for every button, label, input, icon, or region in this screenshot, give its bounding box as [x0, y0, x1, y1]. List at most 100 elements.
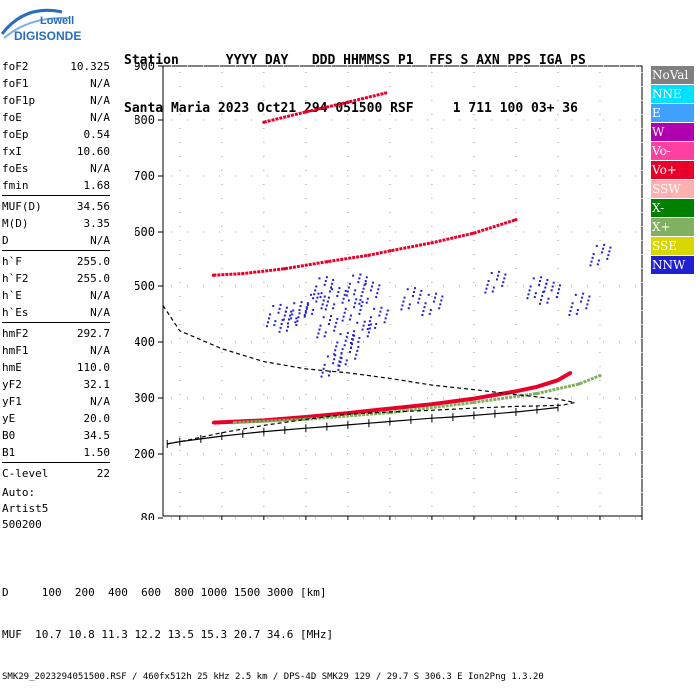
- trace-point: [417, 301, 420, 304]
- legend-item: NoVal: [651, 66, 694, 84]
- trace-point: [587, 299, 590, 302]
- trace-point: [551, 285, 554, 288]
- trace-point: [603, 243, 606, 246]
- trace-point: [402, 300, 405, 303]
- ionogram-plot: 1234567891011128020030040050060070080090…: [135, 62, 643, 520]
- param-value: 34.5: [83, 429, 111, 442]
- trace-point: [289, 314, 292, 317]
- trace-point: [320, 375, 323, 378]
- trace-point: [347, 299, 350, 302]
- param-row: M(D) 3.35: [2, 215, 110, 232]
- trace-point: [351, 338, 354, 341]
- trace-point: [211, 421, 216, 425]
- param-name: fmin: [2, 179, 29, 192]
- param-row: hmF2 292.7: [2, 325, 110, 342]
- trace-point: [278, 330, 281, 333]
- trace-point: [418, 297, 421, 300]
- trace-point: [357, 340, 360, 343]
- legend-item: Vo+: [651, 161, 694, 179]
- trace-point: [354, 302, 357, 305]
- trace-point: [328, 370, 331, 373]
- trace-point: [272, 305, 275, 308]
- y-tick-label: 700: [135, 169, 155, 183]
- legend-item: SSW: [651, 180, 694, 198]
- param-row: D N/A: [2, 232, 110, 249]
- y-tick-label: 200: [135, 447, 155, 461]
- trace-point: [327, 374, 330, 377]
- param-name: C-level: [2, 467, 49, 480]
- trace-point: [401, 304, 404, 307]
- trace-point: [279, 326, 282, 329]
- trace-point: [326, 300, 329, 303]
- trace-point: [290, 310, 293, 313]
- trace-point: [346, 331, 349, 334]
- trace-point: [297, 316, 300, 319]
- trace-point: [540, 298, 543, 301]
- trace-point: [322, 367, 325, 370]
- trace-point: [543, 290, 546, 293]
- trace-point: [336, 294, 339, 297]
- param-value: N/A: [90, 306, 110, 319]
- trace-point: [422, 310, 425, 313]
- param-value: 255.0: [76, 255, 110, 268]
- y-tick-label: 400: [135, 335, 155, 349]
- footer-muf-row: MUF 10.7 10.8 11.3 12.2 13.5 15.3 20.7 3…: [2, 628, 334, 641]
- param-name: h`Es: [2, 306, 29, 319]
- trace-point: [363, 320, 366, 323]
- trace-point: [355, 298, 358, 301]
- trace-point: [485, 287, 488, 290]
- trace-point: [305, 306, 308, 309]
- trace-point: [385, 313, 388, 316]
- trace-point: [544, 286, 547, 289]
- trace-point: [421, 314, 424, 316]
- trace-point: [373, 307, 376, 310]
- trace-point: [357, 281, 360, 284]
- param-name: hmF2: [2, 327, 29, 340]
- trace-point: [435, 292, 438, 295]
- trace-point: [265, 325, 268, 328]
- trace-point: [365, 276, 368, 279]
- logo-text-lowell: Lowell: [40, 15, 74, 27]
- trace-point: [298, 308, 301, 311]
- trace-point: [283, 267, 287, 271]
- trace-point: [556, 378, 560, 382]
- param-row: fxI 10.60: [2, 143, 110, 160]
- trace-point: [484, 291, 487, 294]
- trace-point: [420, 289, 423, 292]
- trace-point: [338, 364, 341, 367]
- trace-point: [336, 341, 339, 344]
- trace-point: [330, 315, 333, 318]
- trace-point: [345, 294, 348, 297]
- trace-point: [292, 309, 295, 312]
- trace-point: [527, 293, 530, 296]
- trace-point: [316, 336, 319, 339]
- trace-point: [330, 286, 333, 289]
- param-value: N/A: [90, 111, 110, 124]
- trace-point: [341, 319, 344, 322]
- param-row: foE N/A: [2, 109, 110, 126]
- trace-point: [586, 303, 589, 306]
- trace-point: [211, 273, 216, 277]
- trace-point: [364, 280, 367, 283]
- param-name: yF1: [2, 395, 22, 408]
- param-value: 20.0: [83, 412, 111, 425]
- trace-point: [588, 295, 591, 298]
- autoscaling-info: Auto: Artist5 500200: [2, 485, 48, 533]
- trace-point: [424, 302, 427, 305]
- param-row: hmE 110.0: [2, 359, 110, 376]
- trace-point: [352, 334, 355, 337]
- trace-point: [372, 281, 375, 284]
- trace-point: [326, 355, 329, 358]
- trace-point: [362, 324, 365, 327]
- trace-point: [342, 297, 345, 300]
- trace-point: [374, 326, 377, 329]
- y-tick-label: 300: [135, 391, 155, 405]
- trace-point: [607, 254, 610, 257]
- trace-point: [504, 273, 507, 276]
- trace-point: [432, 300, 435, 303]
- param-value: 255.0: [76, 272, 110, 285]
- trace-point: [366, 297, 369, 300]
- trace-point: [325, 276, 328, 279]
- trace-point: [324, 331, 327, 334]
- trace-point: [345, 335, 348, 338]
